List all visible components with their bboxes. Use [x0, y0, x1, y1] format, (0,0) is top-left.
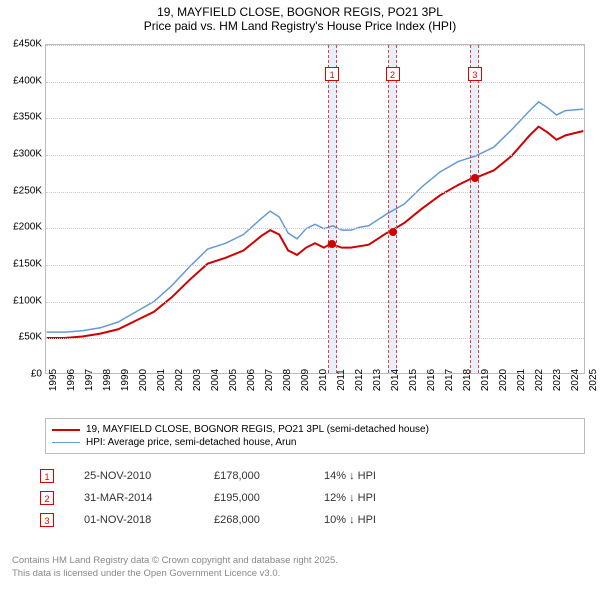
sales-diff: 14% ↓ HPI: [324, 470, 404, 482]
x-axis-label: 1999: [120, 369, 131, 391]
legend-label: 19, MAYFIELD CLOSE, BOGNOR REGIS, PO21 3…: [86, 424, 429, 435]
sales-date: 31-MAR-2014: [84, 492, 184, 504]
x-axis-label: 2015: [408, 369, 419, 391]
x-axis-label: 2016: [426, 369, 437, 391]
sale-dot: [471, 174, 479, 182]
x-axis-label: 2004: [210, 369, 221, 391]
series-line: [47, 127, 584, 338]
y-axis-label: £200K: [2, 222, 42, 233]
x-axis-label: 1998: [102, 369, 113, 391]
x-axis-label: 2012: [354, 369, 365, 391]
legend-label: HPI: Average price, semi-detached house,…: [86, 437, 297, 448]
chart-title: 19, MAYFIELD CLOSE, BOGNOR REGIS, PO21 3…: [0, 0, 600, 19]
x-axis-label: 2020: [498, 369, 509, 391]
sales-diff: 10% ↓ HPI: [324, 514, 404, 526]
x-axis-label: 2003: [192, 369, 203, 391]
sales-row: 2 31-MAR-2014 £195,000 12% ↓ HPI: [40, 487, 404, 509]
x-axis-label: 1997: [84, 369, 95, 391]
plot-area: 1 2 3: [45, 44, 585, 374]
chart-lines: [46, 45, 584, 373]
sales-date: 01-NOV-2018: [84, 514, 184, 526]
footer-attribution: Contains HM Land Registry data © Crown c…: [12, 555, 338, 580]
legend-swatch: [52, 429, 80, 431]
x-axis-label: 2021: [516, 369, 527, 391]
x-axis-label: 2024: [570, 369, 581, 391]
sale-marker-1: 1: [325, 67, 339, 81]
x-axis-label: 2018: [462, 369, 473, 391]
x-axis-label: 2025: [588, 369, 599, 391]
sale-dot: [328, 240, 336, 248]
legend-entry: 19, MAYFIELD CLOSE, BOGNOR REGIS, PO21 3…: [52, 423, 578, 436]
x-axis-label: 2000: [138, 369, 149, 391]
x-axis-label: 2009: [300, 369, 311, 391]
sales-row: 3 01-NOV-2018 £268,000 10% ↓ HPI: [40, 509, 404, 531]
x-axis-label: 2023: [552, 369, 563, 391]
sale-marker-3: 3: [468, 67, 482, 81]
sales-price: £268,000: [214, 514, 294, 526]
x-axis-label: 2005: [228, 369, 239, 391]
x-axis-label: 2001: [156, 369, 167, 391]
chart-container: 19, MAYFIELD CLOSE, BOGNOR REGIS, PO21 3…: [0, 0, 600, 590]
x-axis-label: 2002: [174, 369, 185, 391]
x-axis-label: 2017: [444, 369, 455, 391]
y-axis-label: £450K: [2, 39, 42, 50]
x-axis-label: 2022: [534, 369, 545, 391]
y-axis-label: £400K: [2, 75, 42, 86]
chart-subtitle: Price paid vs. HM Land Registry's House …: [0, 19, 600, 33]
x-axis-label: 2008: [282, 369, 293, 391]
x-axis-label: 2011: [336, 369, 347, 391]
y-axis-label: £0: [2, 369, 42, 380]
x-axis-label: 1996: [66, 369, 77, 391]
footer-line1: Contains HM Land Registry data © Crown c…: [12, 555, 338, 567]
sales-price: £178,000: [214, 470, 294, 482]
legend-entry: HPI: Average price, semi-detached house,…: [52, 436, 578, 449]
sales-marker-ref: 2: [40, 491, 54, 505]
x-axis-label: 2014: [390, 369, 401, 391]
x-axis-label: 1995: [48, 369, 59, 391]
sales-marker-ref: 3: [40, 513, 54, 527]
x-axis-label: 2010: [318, 369, 329, 391]
x-axis-label: 2013: [372, 369, 383, 391]
legend: 19, MAYFIELD CLOSE, BOGNOR REGIS, PO21 3…: [45, 418, 585, 454]
sales-date: 25-NOV-2010: [84, 470, 184, 482]
sales-marker-ref: 1: [40, 469, 54, 483]
y-axis-label: £50K: [2, 332, 42, 343]
y-axis-label: £300K: [2, 149, 42, 160]
sales-diff: 12% ↓ HPI: [324, 492, 404, 504]
series-line: [47, 102, 584, 332]
y-axis-label: £100K: [2, 295, 42, 306]
legend-swatch: [52, 442, 80, 443]
y-axis-label: £350K: [2, 112, 42, 123]
footer-line2: This data is licensed under the Open Gov…: [12, 568, 338, 580]
sales-table: 1 25-NOV-2010 £178,000 14% ↓ HPI 2 31-MAR-201…: [40, 465, 404, 531]
y-axis-label: £250K: [2, 185, 42, 196]
sale-dot: [389, 228, 397, 236]
sale-marker-2: 2: [386, 67, 400, 81]
y-axis-label: £150K: [2, 259, 42, 270]
x-axis-label: 2007: [264, 369, 275, 391]
x-axis-label: 2019: [480, 369, 491, 391]
x-axis-label: 2006: [246, 369, 257, 391]
sales-row: 1 25-NOV-2010 £178,000 14% ↓ HPI: [40, 465, 404, 487]
sales-price: £195,000: [214, 492, 294, 504]
